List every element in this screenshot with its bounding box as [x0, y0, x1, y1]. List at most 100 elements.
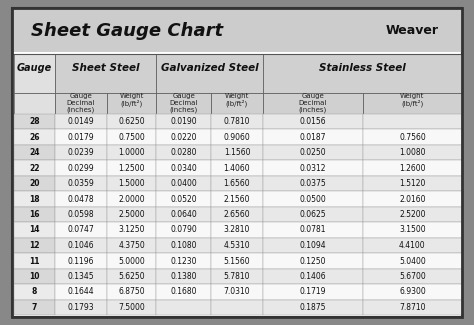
Text: 0.0239: 0.0239	[67, 148, 94, 157]
Text: 20: 20	[29, 179, 40, 188]
FancyBboxPatch shape	[55, 300, 107, 315]
FancyBboxPatch shape	[363, 160, 462, 176]
Text: 0.0500: 0.0500	[300, 194, 326, 203]
FancyBboxPatch shape	[211, 129, 263, 145]
FancyBboxPatch shape	[55, 191, 107, 207]
FancyBboxPatch shape	[363, 145, 462, 160]
Text: 0.0312: 0.0312	[300, 163, 326, 173]
FancyBboxPatch shape	[156, 191, 211, 207]
FancyBboxPatch shape	[107, 160, 156, 176]
FancyBboxPatch shape	[363, 222, 462, 238]
Text: 0.0747: 0.0747	[67, 226, 94, 235]
Text: 0.6250: 0.6250	[118, 117, 145, 126]
Text: 5.1560: 5.1560	[224, 256, 250, 266]
Text: 0.0190: 0.0190	[170, 117, 197, 126]
FancyBboxPatch shape	[211, 93, 263, 114]
FancyBboxPatch shape	[14, 238, 55, 253]
FancyBboxPatch shape	[14, 207, 55, 222]
Text: Weight: Weight	[400, 93, 425, 99]
FancyBboxPatch shape	[107, 253, 156, 269]
FancyBboxPatch shape	[156, 222, 211, 238]
FancyBboxPatch shape	[263, 176, 363, 191]
FancyBboxPatch shape	[263, 284, 363, 300]
FancyBboxPatch shape	[107, 284, 156, 300]
Text: 1.2500: 1.2500	[118, 163, 145, 173]
Text: (inches): (inches)	[66, 107, 95, 113]
Text: 11: 11	[29, 256, 40, 266]
FancyBboxPatch shape	[107, 238, 156, 253]
Text: (inches): (inches)	[299, 107, 327, 113]
Text: 7: 7	[32, 303, 37, 312]
Text: 2.1560: 2.1560	[224, 194, 250, 203]
Text: 7.8710: 7.8710	[399, 303, 426, 312]
FancyBboxPatch shape	[14, 160, 55, 176]
FancyBboxPatch shape	[211, 160, 263, 176]
Text: Stainless Steel: Stainless Steel	[319, 63, 406, 73]
Text: 0.0299: 0.0299	[67, 163, 94, 173]
FancyBboxPatch shape	[156, 253, 211, 269]
FancyBboxPatch shape	[263, 238, 363, 253]
FancyBboxPatch shape	[156, 269, 211, 284]
FancyBboxPatch shape	[156, 114, 211, 129]
FancyBboxPatch shape	[363, 129, 462, 145]
FancyBboxPatch shape	[211, 284, 263, 300]
FancyBboxPatch shape	[14, 114, 55, 129]
Text: 1.2600: 1.2600	[399, 163, 426, 173]
FancyBboxPatch shape	[211, 145, 263, 160]
Text: 0.0790: 0.0790	[170, 226, 197, 235]
FancyBboxPatch shape	[211, 300, 263, 315]
FancyBboxPatch shape	[263, 129, 363, 145]
FancyBboxPatch shape	[156, 160, 211, 176]
Text: 0.0149: 0.0149	[67, 117, 94, 126]
FancyBboxPatch shape	[211, 207, 263, 222]
Text: 0.1094: 0.1094	[300, 241, 326, 250]
Text: 4.4100: 4.4100	[399, 241, 426, 250]
Text: 0.0250: 0.0250	[300, 148, 326, 157]
Text: 0.7560: 0.7560	[399, 133, 426, 141]
Text: Gauge: Gauge	[301, 93, 324, 99]
Text: 1.6560: 1.6560	[224, 179, 250, 188]
FancyBboxPatch shape	[263, 191, 363, 207]
FancyBboxPatch shape	[263, 269, 363, 284]
FancyBboxPatch shape	[263, 207, 363, 222]
Text: 0.0478: 0.0478	[67, 194, 94, 203]
Text: 12: 12	[29, 241, 40, 250]
FancyBboxPatch shape	[55, 284, 107, 300]
FancyBboxPatch shape	[55, 114, 107, 129]
FancyBboxPatch shape	[12, 8, 462, 317]
FancyBboxPatch shape	[55, 176, 107, 191]
FancyBboxPatch shape	[107, 222, 156, 238]
FancyBboxPatch shape	[55, 145, 107, 160]
FancyBboxPatch shape	[107, 300, 156, 315]
FancyBboxPatch shape	[14, 284, 55, 300]
FancyBboxPatch shape	[107, 114, 156, 129]
FancyBboxPatch shape	[14, 129, 55, 145]
FancyBboxPatch shape	[263, 222, 363, 238]
FancyBboxPatch shape	[211, 222, 263, 238]
Text: 28: 28	[29, 117, 40, 126]
Text: 0.7500: 0.7500	[118, 133, 145, 141]
FancyBboxPatch shape	[156, 145, 211, 160]
Text: Weaver: Weaver	[386, 24, 439, 37]
FancyBboxPatch shape	[363, 191, 462, 207]
Text: 0.1345: 0.1345	[67, 272, 94, 281]
FancyBboxPatch shape	[107, 176, 156, 191]
Text: Decimal: Decimal	[299, 100, 327, 106]
FancyBboxPatch shape	[263, 300, 363, 315]
Text: 0.1875: 0.1875	[300, 303, 326, 312]
Text: 18: 18	[29, 194, 40, 203]
FancyBboxPatch shape	[55, 160, 107, 176]
FancyBboxPatch shape	[14, 269, 55, 284]
FancyBboxPatch shape	[363, 269, 462, 284]
FancyBboxPatch shape	[55, 129, 107, 145]
Text: 2.0000: 2.0000	[118, 194, 145, 203]
Text: 0.1380: 0.1380	[171, 272, 197, 281]
Text: 0.0187: 0.0187	[300, 133, 326, 141]
FancyBboxPatch shape	[211, 114, 263, 129]
Text: 2.5000: 2.5000	[118, 210, 145, 219]
FancyBboxPatch shape	[107, 191, 156, 207]
FancyBboxPatch shape	[363, 176, 462, 191]
FancyBboxPatch shape	[156, 207, 211, 222]
FancyBboxPatch shape	[263, 93, 363, 114]
Text: Gauge: Gauge	[69, 93, 92, 99]
